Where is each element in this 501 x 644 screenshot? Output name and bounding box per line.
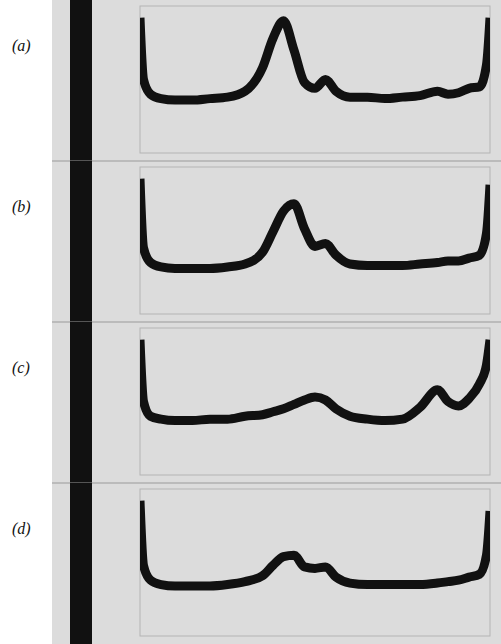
marks [140,340,490,421]
trace [140,18,490,100]
photo-ground [52,0,501,644]
marks [140,18,490,100]
trace [140,340,490,421]
panel: (d) [12,483,501,644]
panel: (a) [12,0,490,161]
panel-label: (d) [12,520,31,538]
reference-bar [70,483,92,644]
panel-separator [52,161,501,162]
panel-label: (a) [12,37,31,55]
figure: (a) (b) (c) (d) [0,0,501,644]
trace [140,501,490,586]
reference-bar [70,161,92,322]
trace [140,179,490,269]
reference-bar [70,322,92,483]
panel-label: (c) [12,359,30,377]
panel: (c) [12,322,501,483]
reference-bar [70,0,92,161]
marks [140,179,490,269]
panel-separator [52,322,501,323]
plot-frame [140,167,490,314]
marks [140,501,490,586]
background [0,0,501,644]
panel-separator [52,483,501,484]
plot-frame [140,489,490,636]
panel: (b) [12,161,501,322]
plot-frame [140,6,490,153]
plot-frame [140,328,490,475]
panel-label: (b) [12,198,31,216]
